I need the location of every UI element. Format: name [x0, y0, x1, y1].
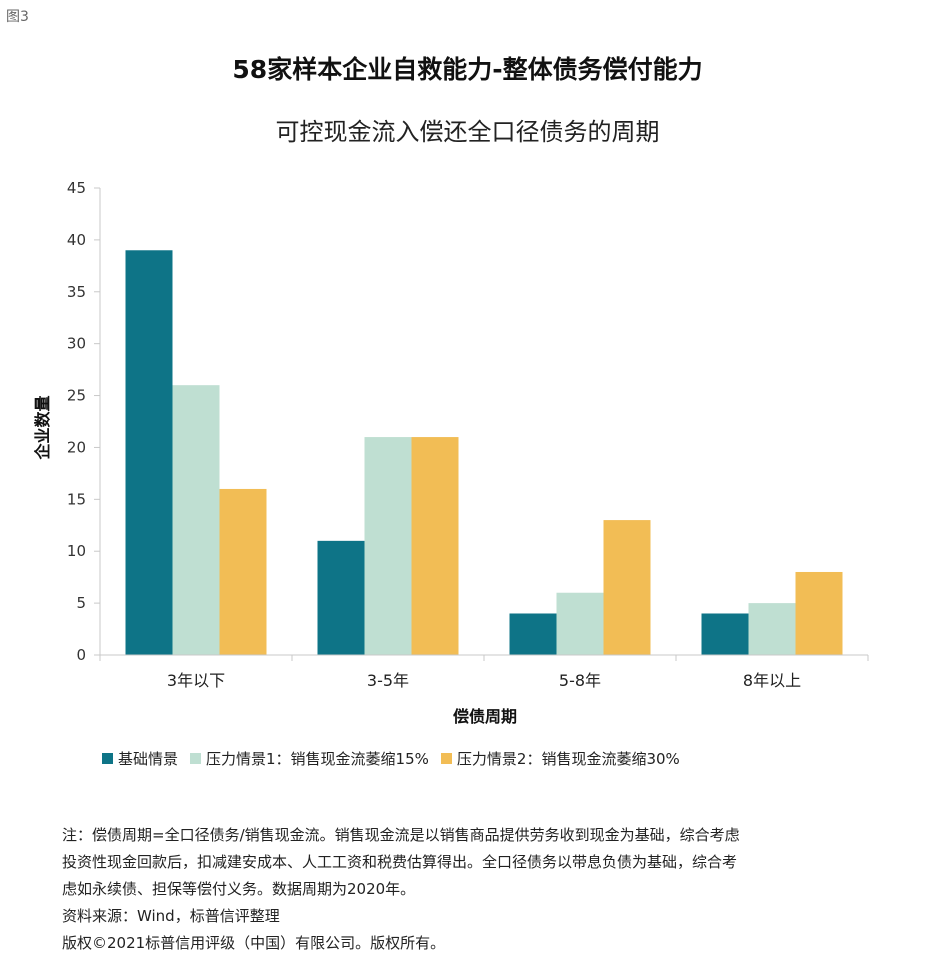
legend-swatch	[440, 753, 452, 764]
legend-label: 压力情景1：销售现金流萎缩15%	[206, 750, 429, 768]
y-tick-label: 40	[67, 231, 86, 249]
y-tick-label: 15	[67, 490, 86, 508]
footnotes: 注：偿债周期=全口径债务/销售现金流。销售现金流是以销售商品提供劳务收到现金为基…	[62, 822, 922, 957]
x-axis-label: 偿债周期	[453, 707, 517, 726]
bar-1-3	[509, 613, 557, 655]
y-tick-label: 45	[67, 179, 86, 197]
legend-label: 压力情景2：销售现金流萎缩30%	[456, 750, 680, 768]
note-line: 注：偿债周期=全口径债务/销售现金流。销售现金流是以销售商品提供劳务收到现金为基…	[62, 826, 740, 844]
y-tick-label: 20	[67, 438, 86, 456]
chart-subtitle: 可控现金流入偿还全口径债务的周期	[275, 118, 660, 146]
copyright-note: 版权©2021标普信用评级（中国）有限公司。版权所有。	[62, 934, 446, 952]
y-axis-label: 企业数量	[33, 395, 52, 460]
note-line: 虑如永续债、担保等偿付义务。数据周期为2020年。	[62, 880, 416, 898]
y-tick-label: 30	[67, 335, 86, 353]
legend-swatch	[190, 753, 202, 764]
bar-chart: 0 5 10 15 20 25 30 35 40 45 3年以下 3-5年 5-8年 8年以上 企业数量…	[33, 179, 869, 726]
x-tick-label: 3-5年	[367, 671, 409, 690]
legend-label: 基础情景	[118, 750, 179, 768]
note-line: 投资性现金回款后，扣减建安成本、人工工资和税费估算得出。全口径债务以带息负债为基…	[62, 853, 738, 871]
legend-item-series1: 基础情景	[102, 748, 178, 769]
chart-title: 58家样本企业自救能力-整体债务偿付能力	[232, 55, 703, 84]
source-note: 资料来源：Wind，标普信评整理	[62, 907, 280, 925]
y-tick-label: 0	[76, 646, 86, 664]
bar-1-1	[125, 250, 173, 655]
bar-3-4	[795, 571, 843, 655]
y-tick-label: 5	[76, 594, 86, 612]
y-axis-ticks: 0 5 10 15 20 25 30 35 40 45	[67, 179, 101, 664]
x-tick-label: 5-8年	[559, 671, 601, 690]
bar-1-2	[317, 540, 365, 655]
bars	[125, 250, 843, 655]
legend-swatch	[102, 753, 113, 764]
bar-3-2	[411, 437, 459, 655]
legend-item-series2: 压力情景1：销售现金流萎缩15%	[190, 748, 429, 769]
bar-2-3	[556, 592, 604, 655]
bar-3-1	[219, 488, 267, 655]
x-axis-ticks: 3年以下 3-5年 5-8年 8年以上	[99, 655, 869, 690]
bar-2-2	[364, 437, 412, 655]
y-tick-label: 10	[67, 542, 86, 560]
figure-label: 图3	[6, 9, 29, 25]
bar-2-1	[172, 385, 220, 655]
y-tick-label: 25	[67, 387, 86, 405]
bar-3-3	[603, 520, 651, 655]
x-tick-label: 3年以下	[167, 671, 225, 690]
legend: 基础情景 压力情景1：销售现金流萎缩15% 压力情景2：销售现金流萎缩30%	[102, 748, 692, 769]
legend-item-series3: 压力情景2：销售现金流萎缩30%	[440, 748, 680, 769]
x-tick-label: 8年以上	[743, 671, 801, 690]
y-tick-label: 35	[67, 283, 86, 301]
bar-1-4	[701, 613, 749, 655]
bar-2-4	[748, 603, 796, 655]
